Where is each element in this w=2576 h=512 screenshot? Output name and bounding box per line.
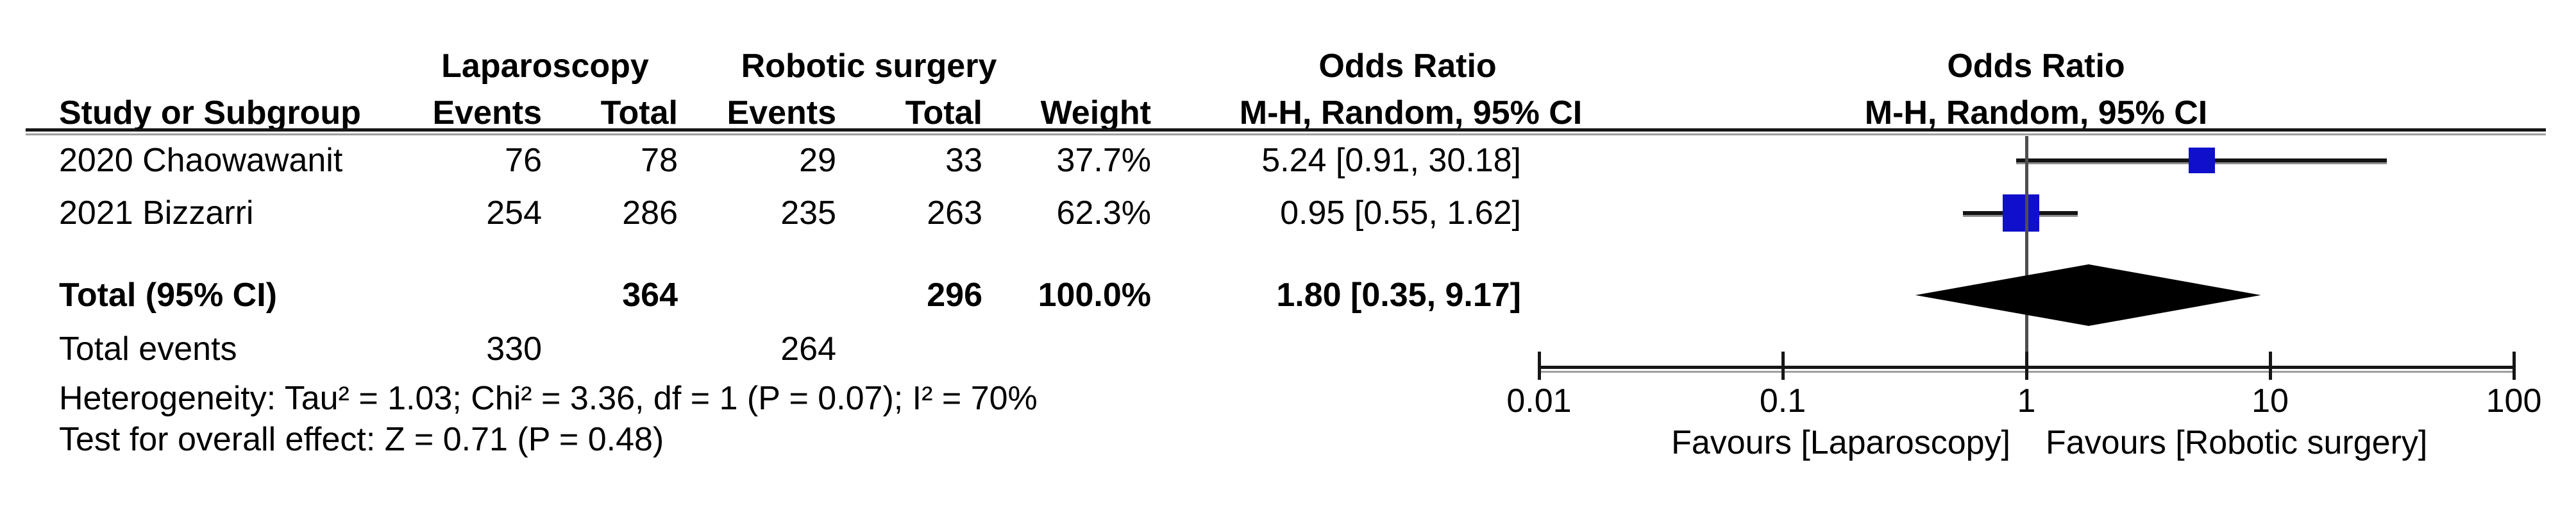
axis-tick-label: 10 bbox=[2252, 382, 2289, 420]
column-header-events-laparoscopy: Events bbox=[432, 94, 542, 132]
column-header-events-robotic: Events bbox=[727, 94, 836, 132]
axis-tick bbox=[1781, 352, 1785, 380]
null-effect-line bbox=[2025, 136, 2028, 367]
axis-tick-label: 1 bbox=[2017, 382, 2036, 420]
favours-left-label: Favours [Laparoscopy] bbox=[1671, 424, 2010, 461]
study-events-robotic: 235 bbox=[780, 194, 836, 232]
total-laparoscopy: 364 bbox=[622, 277, 678, 314]
total-robotic: 296 bbox=[927, 277, 982, 314]
study-total-robotic: 33 bbox=[945, 142, 982, 179]
group-header-robotic-surgery: Robotic surgery bbox=[741, 47, 997, 85]
axis-tick bbox=[2025, 352, 2028, 380]
axis-tick-label: 0.01 bbox=[1506, 382, 1572, 420]
study-or-ci: 0.95 [0.55, 1.62] bbox=[1280, 194, 1521, 232]
column-header-mh-random-table: M-H, Random, 95% CI bbox=[1239, 94, 1583, 132]
study-events-laparoscopy: 254 bbox=[486, 194, 542, 232]
favours-right-label: Favours [Robotic surgery] bbox=[2046, 424, 2428, 461]
total-events-robotic: 264 bbox=[780, 330, 836, 368]
column-header-total-laparoscopy: Total bbox=[600, 94, 678, 132]
header-rule bbox=[26, 128, 2546, 135]
plot-header-mh-random: M-H, Random, 95% CI bbox=[1864, 94, 2208, 132]
column-header-total-robotic: Total bbox=[905, 94, 982, 132]
study-total-laparoscopy: 78 bbox=[641, 142, 678, 179]
study-weight: 62.3% bbox=[1056, 194, 1151, 232]
axis-tick-label: 100 bbox=[2486, 382, 2542, 420]
axis-tick bbox=[2512, 352, 2516, 380]
total-row-label: Total (95% CI) bbox=[59, 277, 277, 314]
effect-square bbox=[2002, 194, 2040, 232]
study-row-label: 2020 Chaowawanit bbox=[59, 142, 343, 179]
total-events-laparoscopy: 330 bbox=[486, 330, 542, 368]
plot-header-odds-ratio: Odds Ratio bbox=[1947, 47, 2125, 85]
study-events-laparoscopy: 76 bbox=[505, 142, 542, 179]
study-weight: 37.7% bbox=[1056, 142, 1151, 179]
axis-tick-label: 0.1 bbox=[1759, 382, 1806, 420]
study-row-label: 2021 Bizzarri bbox=[59, 194, 254, 232]
group-header-laparoscopy: Laparoscopy bbox=[441, 47, 649, 85]
column-header-study: Study or Subgroup bbox=[59, 94, 361, 132]
study-or-ci: 5.24 [0.91, 30.18] bbox=[1261, 142, 1521, 179]
heterogeneity-text: Heterogeneity: Tau² = 1.03; Chi² = 3.36,… bbox=[59, 380, 1038, 417]
overall-effect-text: Test for overall effect: Z = 0.71 (P = 0… bbox=[59, 421, 664, 458]
study-events-robotic: 29 bbox=[799, 142, 836, 179]
total-weight: 100.0% bbox=[1038, 277, 1151, 314]
column-header-odds-ratio-table: Odds Ratio bbox=[1318, 47, 1497, 85]
total-or-ci: 1.80 [0.35, 9.17] bbox=[1276, 277, 1521, 314]
axis-tick bbox=[2268, 352, 2272, 380]
total-events-label: Total events bbox=[59, 330, 237, 368]
effect-square bbox=[2189, 147, 2215, 174]
study-total-robotic: 263 bbox=[927, 194, 982, 232]
column-header-weight: Weight bbox=[1040, 94, 1151, 132]
study-total-laparoscopy: 286 bbox=[622, 194, 678, 232]
axis-tick bbox=[1537, 352, 1541, 380]
